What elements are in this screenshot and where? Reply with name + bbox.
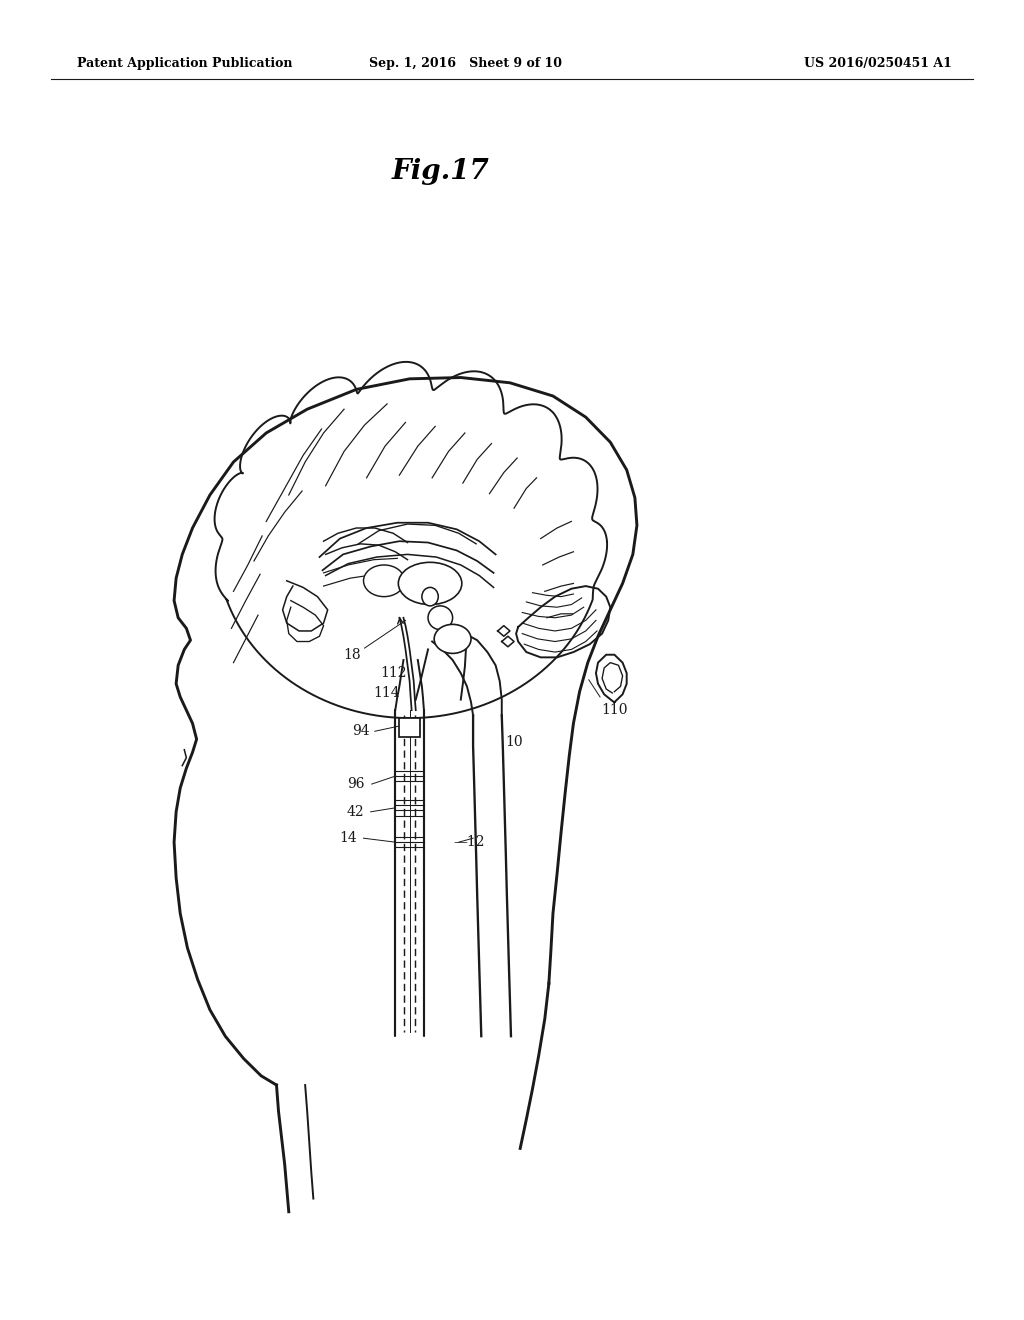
Text: 110: 110 [601,704,628,717]
Text: 42: 42 [346,805,365,818]
Ellipse shape [364,565,404,597]
Text: 112: 112 [380,667,407,680]
Text: 94: 94 [351,725,370,738]
Text: 18: 18 [343,648,361,661]
Text: 10: 10 [505,735,523,748]
Bar [399,718,420,737]
Ellipse shape [428,606,453,630]
Text: 96: 96 [347,777,366,791]
Text: US 2016/0250451 A1: US 2016/0250451 A1 [805,57,952,70]
Ellipse shape [398,562,462,605]
Text: —12: —12 [454,836,484,849]
Text: Patent Application Publication: Patent Application Publication [77,57,292,70]
Ellipse shape [422,587,438,606]
Text: 14: 14 [339,832,357,845]
Text: 114: 114 [374,686,400,700]
Text: Fig.17: Fig.17 [391,158,489,185]
Ellipse shape [434,624,471,653]
Text: Sep. 1, 2016   Sheet 9 of 10: Sep. 1, 2016 Sheet 9 of 10 [370,57,562,70]
